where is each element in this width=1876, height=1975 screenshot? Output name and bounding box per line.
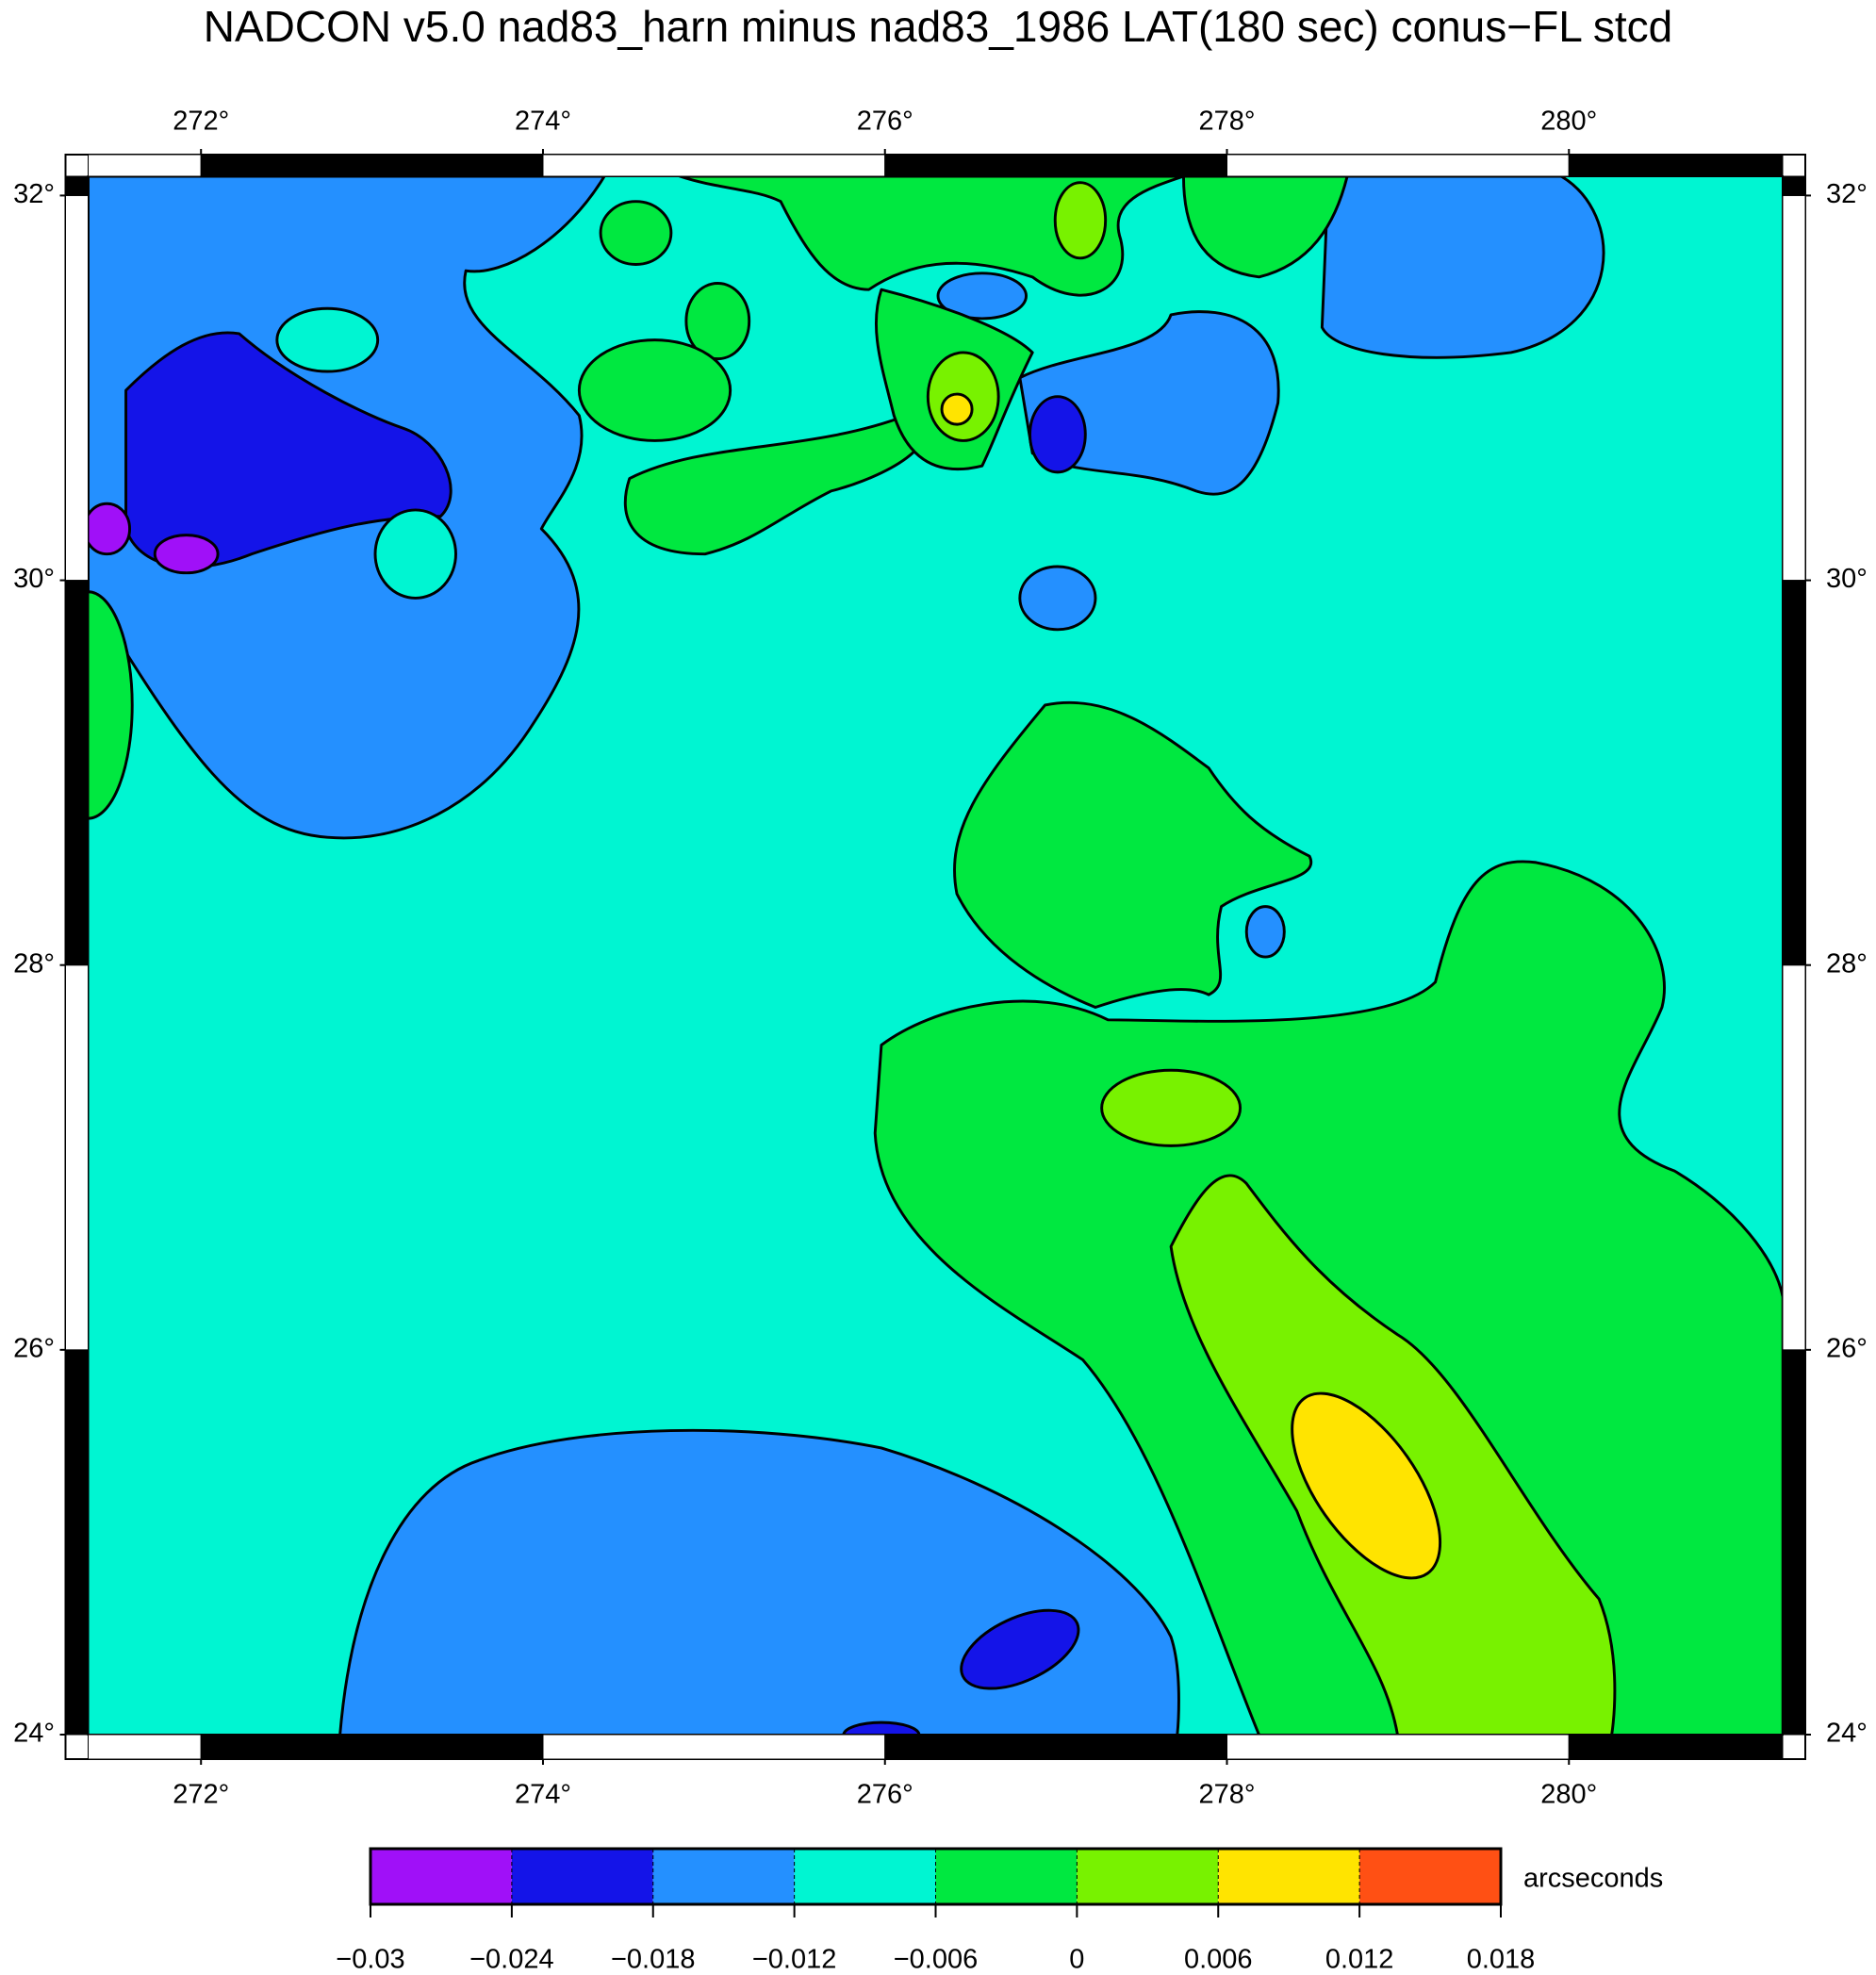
- lon-tick-label: 280°: [1540, 1780, 1597, 1810]
- contour-region: [373, 508, 457, 600]
- colorbar-frame: [369, 1847, 1503, 1906]
- colorbar-bin: [1077, 1849, 1219, 1904]
- colorbar-bin: [370, 1849, 512, 1904]
- contour-region: [88, 502, 132, 556]
- frame-segment: [884, 154, 1228, 177]
- contour-region: [1181, 176, 1349, 279]
- frame-segment: [542, 1734, 886, 1760]
- frame-segment: [1782, 175, 1806, 196]
- contour-region: [1291, 1391, 1442, 1580]
- frame-segment: [200, 154, 544, 177]
- contour-region: [275, 306, 380, 373]
- contour-layer: [88, 176, 1783, 1735]
- lon-tick-label: 276°: [857, 1780, 913, 1810]
- colorbar-tick-label: 0: [1069, 1945, 1084, 1975]
- lat-tick-label: 28°: [13, 948, 55, 979]
- colorbar-tick-label: −0.03: [336, 1945, 404, 1975]
- frame-segment: [1568, 1734, 1784, 1760]
- frame-segment: [1782, 964, 1806, 1351]
- lon-tick-label: 272°: [173, 1780, 229, 1810]
- colorbar-bin: [1218, 1849, 1360, 1904]
- lon-tick-label: 274°: [515, 1780, 571, 1810]
- colorbar-bin: [794, 1849, 936, 1904]
- contour-region: [684, 282, 751, 361]
- contour-region: [936, 272, 1028, 321]
- frame-segment: [88, 154, 202, 177]
- frame-segment: [1782, 1349, 1806, 1736]
- colorbar-tick-label: 0.018: [1467, 1945, 1536, 1975]
- contour-region: [1018, 565, 1097, 632]
- contour-region: [623, 414, 925, 556]
- contour-region: [124, 331, 453, 569]
- frame-segment: [65, 580, 89, 966]
- contour-region: [1029, 395, 1087, 474]
- colorbar-tick-label: −0.024: [469, 1945, 554, 1975]
- contour-region: [953, 700, 1313, 1009]
- frame-segment: [65, 175, 89, 196]
- contour-region: [940, 392, 974, 426]
- lat-tick-label: 32°: [1826, 179, 1868, 209]
- frame-segment: [1226, 1734, 1570, 1760]
- lat-tick-label: 32°: [13, 179, 55, 209]
- lat-tick-label: 24°: [1826, 1719, 1868, 1749]
- colorbar-tick-label: −0.006: [894, 1945, 979, 1975]
- colorbar-tick-label: 0.006: [1184, 1945, 1253, 1975]
- frame-segment: [1226, 154, 1570, 177]
- colorbar-label: arcseconds: [1523, 1864, 1663, 1894]
- lat-tick-label: 30°: [13, 564, 55, 594]
- contour-region: [1053, 181, 1108, 260]
- lat-tick-label: 26°: [13, 1334, 55, 1364]
- frame-segment: [65, 1349, 89, 1736]
- lon-tick-label: 276°: [857, 107, 913, 137]
- lat-tick-label: 28°: [1826, 948, 1868, 979]
- frame-segment: [1782, 580, 1806, 966]
- frame-segment: [542, 154, 886, 177]
- lon-tick-label: 278°: [1199, 107, 1256, 137]
- colorbar-bin: [652, 1849, 795, 1904]
- colorbar-tick-label: 0.012: [1325, 1945, 1394, 1975]
- contour-region: [1100, 1068, 1242, 1147]
- contour-region: [842, 1720, 921, 1735]
- lat-tick-label: 30°: [1826, 564, 1868, 594]
- lon-tick-label: 280°: [1540, 107, 1597, 137]
- frame-segment: [884, 1734, 1228, 1760]
- colorbar-bin: [1359, 1849, 1501, 1904]
- frame-segment: [65, 964, 89, 1351]
- contour-region: [88, 590, 134, 820]
- colorbar-tick-label: −0.018: [611, 1945, 696, 1975]
- frame-segment: [65, 194, 89, 582]
- contour-region: [960, 1608, 1080, 1690]
- frame-segment: [88, 1734, 202, 1760]
- contour-region: [577, 338, 732, 442]
- contour-region: [1244, 905, 1286, 959]
- colorbar-tick-label: −0.012: [752, 1945, 837, 1975]
- frame-segment: [1568, 154, 1784, 177]
- lon-tick-label: 272°: [173, 107, 229, 137]
- map-title: NADCON v5.0 nad83_harn minus nad83_1986 …: [204, 2, 1673, 51]
- colorbar-bin: [511, 1849, 653, 1904]
- lon-tick-label: 274°: [515, 107, 571, 137]
- colorbar-bin: [935, 1849, 1078, 1904]
- lon-tick-label: 278°: [1199, 1780, 1256, 1810]
- contour-region: [599, 200, 673, 266]
- lat-tick-label: 26°: [1826, 1334, 1868, 1364]
- contour-region: [153, 534, 220, 575]
- lat-tick-label: 24°: [13, 1719, 55, 1749]
- contour-region: [1320, 176, 1605, 359]
- frame-segment: [1782, 194, 1806, 582]
- frame-segment: [200, 1734, 544, 1760]
